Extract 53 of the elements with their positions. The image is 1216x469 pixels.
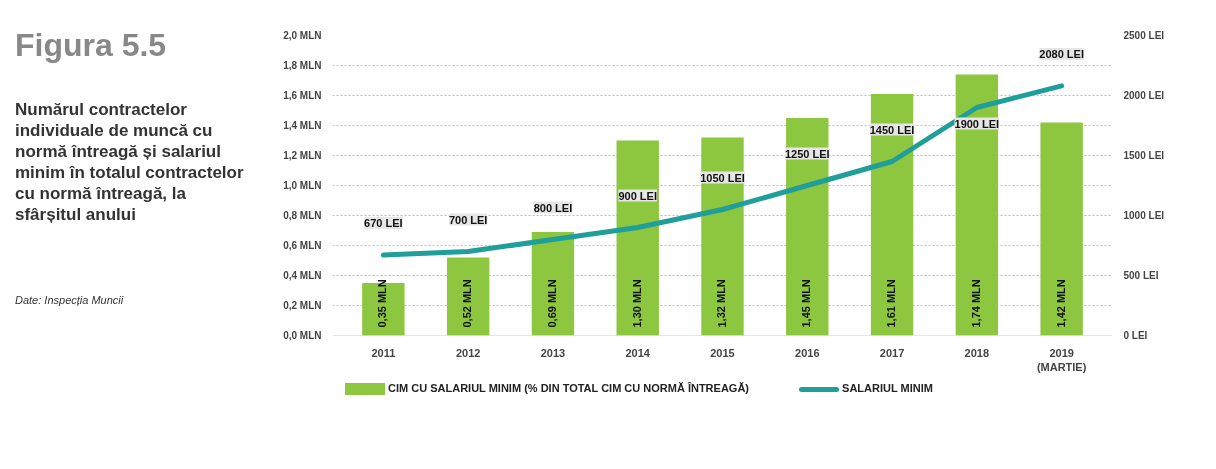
data-label: 1,32 MLN xyxy=(715,279,728,328)
data-label: 1450 LEI xyxy=(869,123,915,136)
data-label: 1,74 MLN xyxy=(969,279,982,328)
bar xyxy=(616,140,659,336)
data-label: 1,61 MLN xyxy=(885,279,898,328)
data-label: 1,42 MLN xyxy=(1054,279,1067,328)
data-label: 1,45 MLN xyxy=(800,279,813,328)
text: Numărul contractelor individuale de muncă cu normă întreagă și salariul minim în totalul contractelor cu normă întreagă, la sfârșitul anului xyxy=(15,98,245,225)
y-tick-label: 0,4 MLN xyxy=(283,270,322,281)
y2-tick-label: 2000 LEI xyxy=(1123,90,1165,101)
data-label: 0,52 MLN xyxy=(461,279,474,328)
data-label: 800 LEI xyxy=(533,201,573,214)
x-tick-label: 2014 xyxy=(625,346,651,359)
y2-tick-label: 0 LEI xyxy=(1123,330,1148,341)
x-tick-label: 2017 xyxy=(879,346,905,359)
legend-label: SALARIUL MINIM xyxy=(842,382,933,395)
x-tick-label: 2016 xyxy=(795,346,820,359)
y2-tick-label: 1500 LEI xyxy=(1123,150,1165,161)
bar xyxy=(446,257,490,336)
y-tick-label: 0,0 MLN xyxy=(283,330,322,341)
y-tick-label: 0,2 MLN xyxy=(283,300,322,311)
data-label: 1250 LEI xyxy=(784,147,830,160)
y-tick-label: 1,2 MLN xyxy=(283,150,322,161)
y2-tick-label: 2500 LEI xyxy=(1123,30,1165,41)
y-tick-label: 1,6 MLN xyxy=(283,90,322,101)
legend-label: CIM CU SALARIUL MINIM (% DIN TOTAL CIM CU NORMĂ ÎNTREAGĂ) xyxy=(388,382,750,395)
x-tick-label: 2013 xyxy=(540,346,566,359)
data-label: 900 LEI xyxy=(618,189,657,202)
data-label: 1050 LEI xyxy=(700,171,745,184)
y-tick-label: 1,4 MLN xyxy=(283,120,322,131)
bar xyxy=(955,74,999,336)
data-label: 2080 LEI xyxy=(1039,47,1084,60)
data-label: 0,69 MLN xyxy=(545,279,558,328)
x-tick-label: 2011 xyxy=(371,346,396,359)
data-label: 0,35 MLN xyxy=(376,279,389,328)
text: Date: Inspecția Muncii xyxy=(15,292,125,308)
y-tick-label: 0,6 MLN xyxy=(283,240,322,251)
x-tick-label: 2019 (MARTIE) xyxy=(1036,346,1087,373)
data-label: 1900 LEI xyxy=(954,117,1000,130)
bar xyxy=(1040,122,1083,336)
y2-tick-label: 500 LEI xyxy=(1123,270,1159,281)
x-tick-label: 2012 xyxy=(455,346,481,359)
y-tick-label: 1,0 MLN xyxy=(283,180,322,191)
x-tick-label: 2018 xyxy=(964,346,990,359)
data-label: 670 LEI xyxy=(364,217,403,230)
data-label: 1,30 MLN xyxy=(630,279,643,328)
y2-tick-label: 1000 LEI xyxy=(1123,210,1165,221)
y-tick-label: 0,8 MLN xyxy=(283,210,322,221)
x-tick-label: 2015 xyxy=(710,346,735,359)
y-tick-label: 1,8 MLN xyxy=(283,60,322,71)
chart-title: Figura 5.5 xyxy=(15,26,168,65)
y-tick-label: 2,0 MLN xyxy=(283,30,322,41)
data-label: 700 LEI xyxy=(448,213,488,226)
